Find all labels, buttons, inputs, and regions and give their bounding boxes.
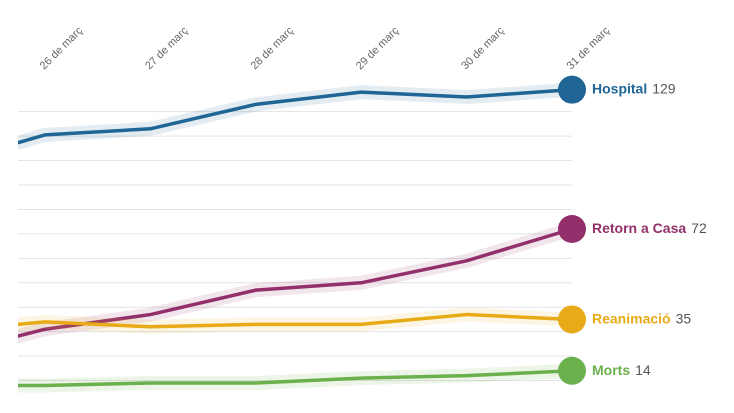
x-tick-label: 29 de març xyxy=(354,24,402,72)
x-tick-label: 31 de març xyxy=(565,24,613,72)
series-label: Hospital 129 xyxy=(592,80,676,96)
x-tick-label: 27 de març xyxy=(143,24,191,72)
series-label: Reanimació 35 xyxy=(592,310,691,326)
end-dot xyxy=(558,75,586,104)
legend-name: Hospital xyxy=(592,80,647,96)
series-line xyxy=(18,369,573,388)
series-label: Retorn a Casa 72 xyxy=(592,220,707,236)
legend-name: Reanimació xyxy=(592,310,671,326)
end-dot xyxy=(558,215,586,243)
series-line xyxy=(18,227,573,338)
value-label: 35 xyxy=(676,310,692,326)
value-label: 129 xyxy=(652,80,676,96)
series-label: Morts 14 xyxy=(592,361,651,377)
series-line xyxy=(18,87,573,145)
value-label: 72 xyxy=(691,220,707,236)
end-dot xyxy=(558,356,586,385)
x-tick-label: 26 de març xyxy=(38,24,86,72)
legend-name: Retorn a Casa xyxy=(592,220,686,236)
series-line xyxy=(18,312,573,329)
end-dot xyxy=(558,305,586,334)
value-label: 14 xyxy=(635,361,651,377)
legend-name: Morts xyxy=(592,361,630,377)
x-tick-label: 30 de març xyxy=(459,24,507,72)
x-tick-label: 28 de març xyxy=(248,24,296,72)
line-band xyxy=(18,222,575,344)
